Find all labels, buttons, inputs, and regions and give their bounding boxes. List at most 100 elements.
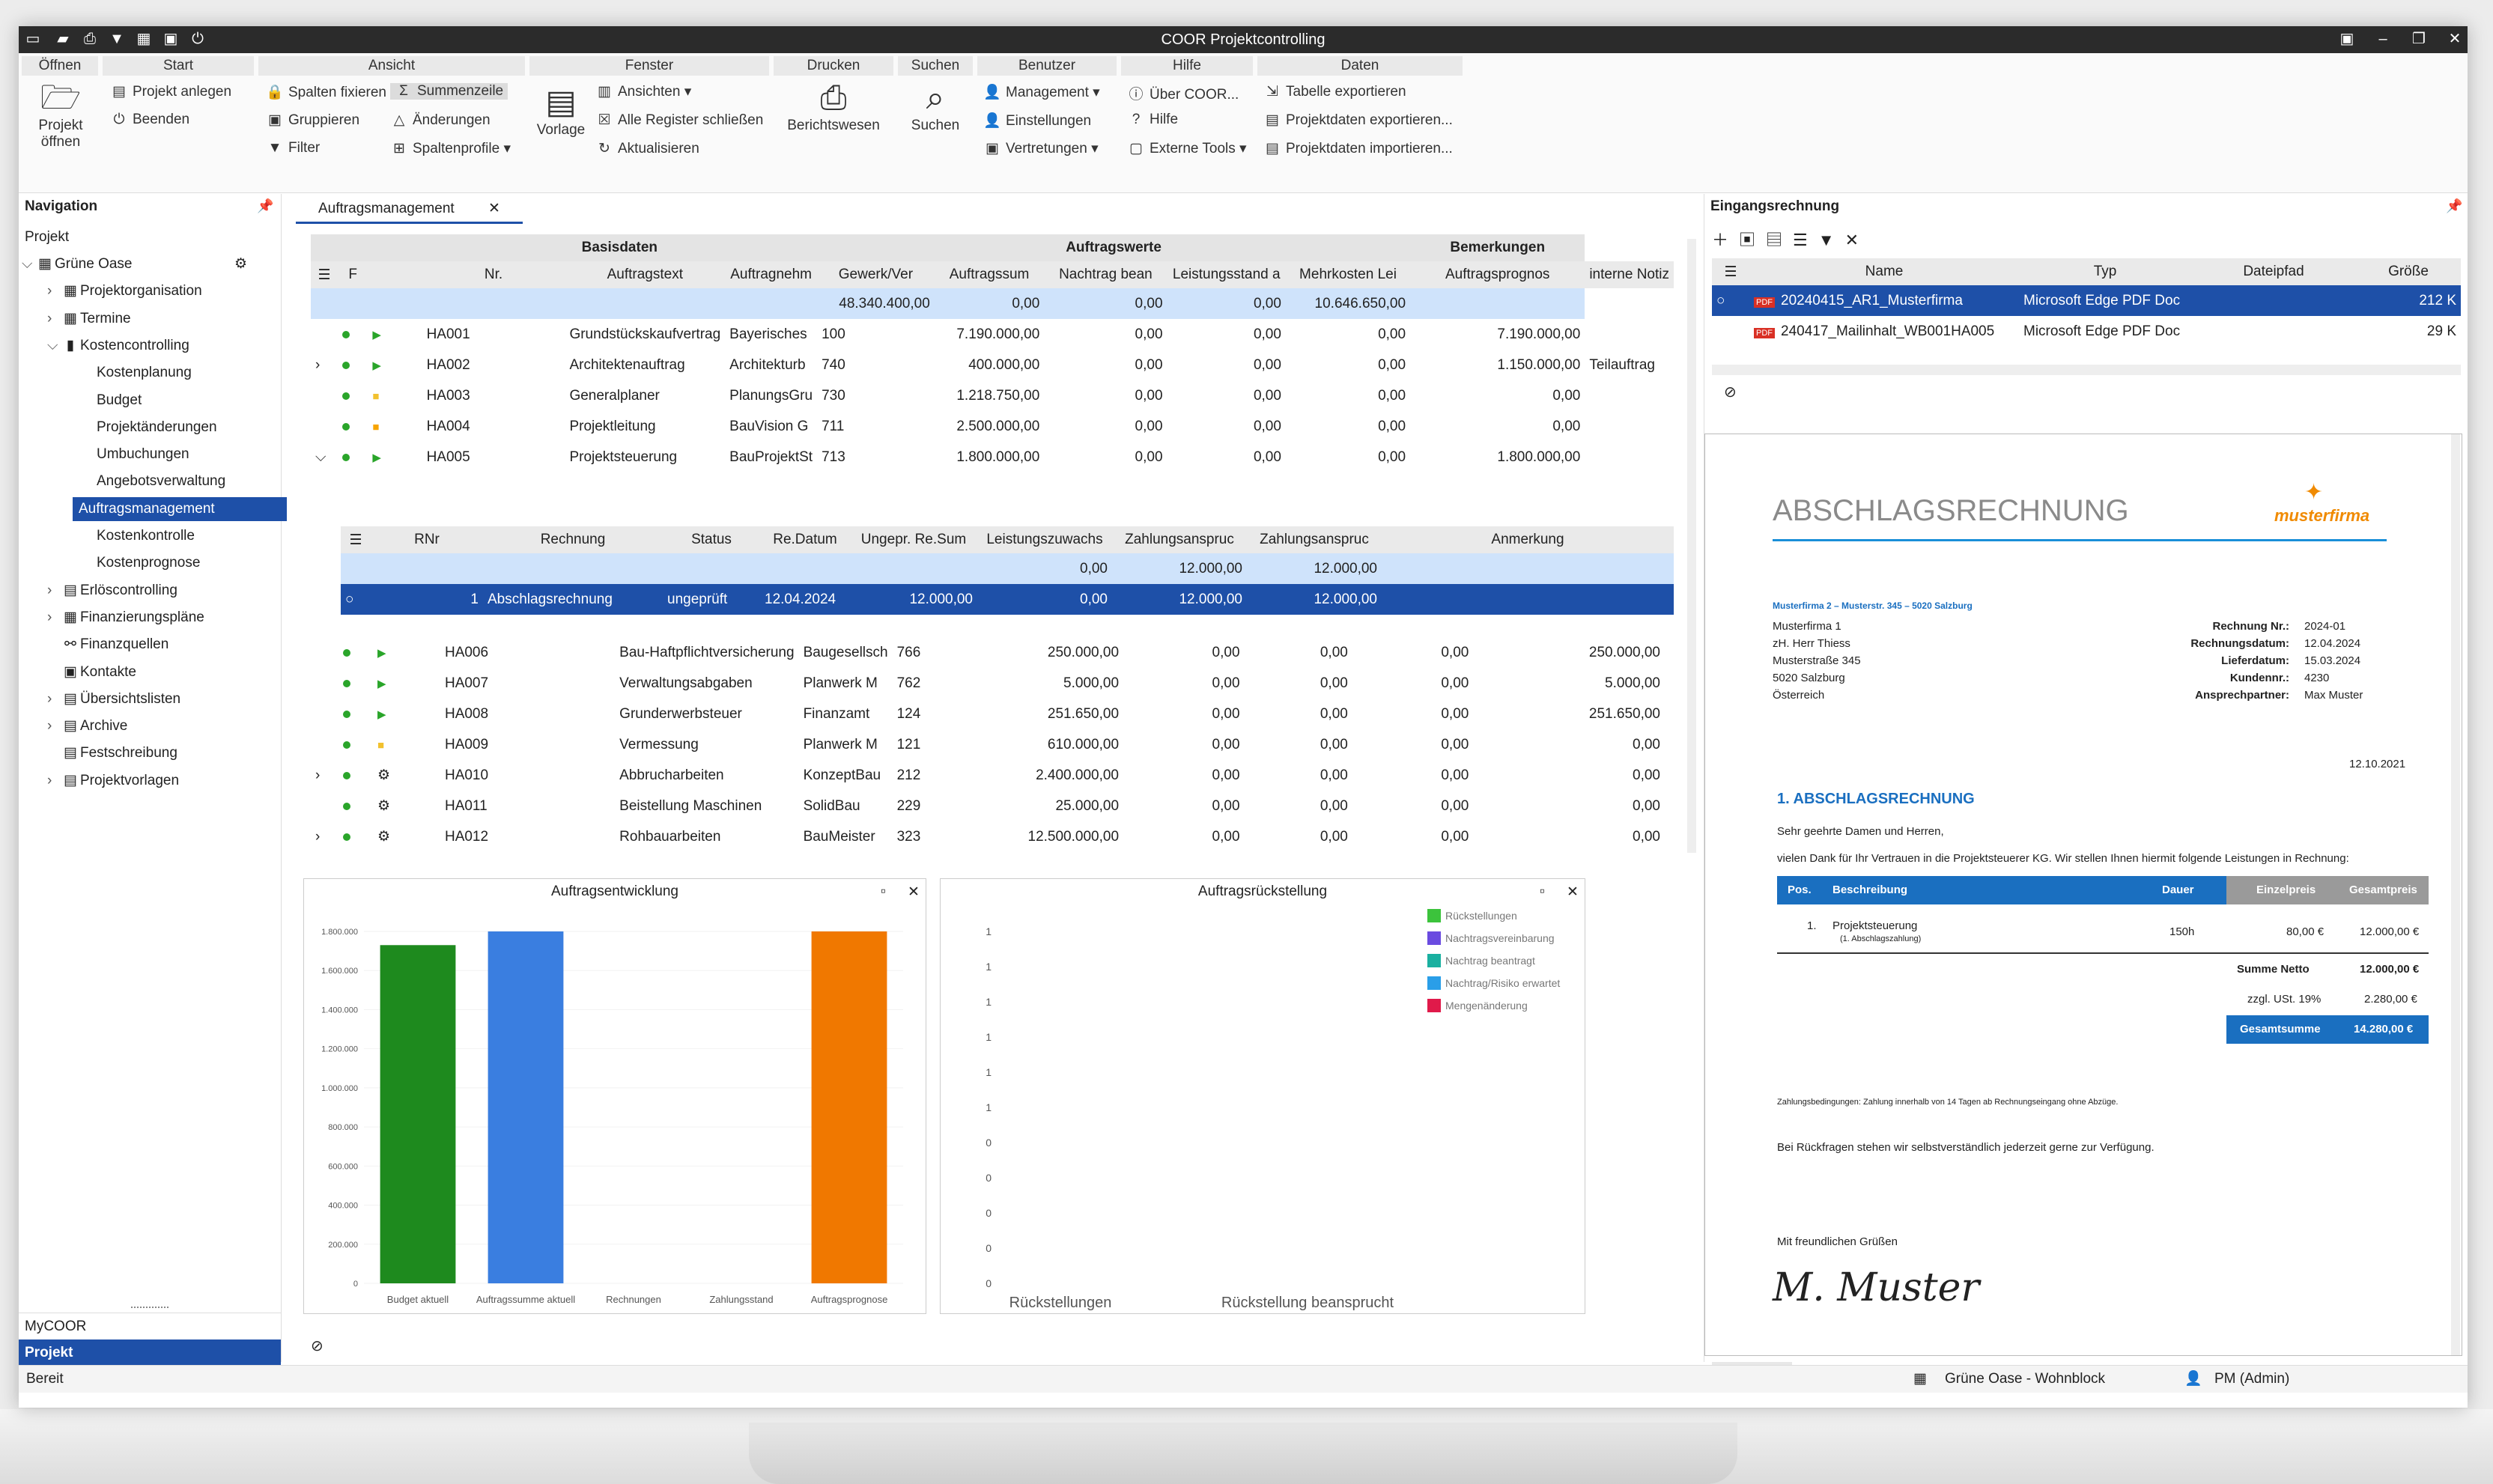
close-chart-icon[interactable]: ✕: [1567, 884, 1579, 900]
window-icon[interactable]: ▭: [25, 31, 40, 47]
table-row[interactable]: ▶ HA007 Verwaltungsabgaben Planwerk M 762 5.0…: [311, 668, 1674, 699]
table-row[interactable]: ▶ HA001 Grundstückskaufvertrag Bayerisches 1…: [311, 319, 1674, 350]
table-row[interactable]: ■ HA003 Generalplaner PlanungsGru 730 1.218.7…: [311, 380, 1674, 411]
pin-icon[interactable]: 📌: [257, 198, 274, 213]
maximize-chart-icon[interactable]: ▫: [1540, 884, 1545, 899]
refresh-button[interactable]: ↻ Aktualisieren: [595, 140, 699, 157]
tree-item[interactable]: › ▦ Projektorganisation: [47, 279, 202, 303]
tree-item[interactable]: › ▤ Projektvorlagen: [47, 769, 179, 793]
expand-icon[interactable]: ⌵: [22, 256, 33, 272]
column-header[interactable]: F: [338, 261, 368, 288]
import-project-button[interactable]: ▤ Projektdaten importieren...: [1263, 140, 1453, 157]
expand-icon[interactable]: [311, 668, 338, 699]
sub-column-header[interactable]: Leistungszuwachs: [977, 526, 1112, 553]
doc-scrollbar[interactable]: [2451, 434, 2460, 1355]
grid-icon[interactable]: ▦: [136, 31, 151, 47]
column-header[interactable]: Nachtrag bean: [1044, 261, 1167, 288]
reports-button[interactable]: ⎙ Berichtswesen: [777, 79, 890, 134]
copy-icon[interactable]: ▤: [1766, 231, 1794, 249]
expand-icon[interactable]: ⌵: [47, 337, 58, 353]
restore-panel-icon[interactable]: ▣: [2339, 31, 2354, 47]
filter-icon[interactable]: ▼: [109, 31, 124, 47]
fix-columns-button[interactable]: 🔒 Spalten fixieren: [266, 83, 386, 101]
tree-item[interactable]: ⚯ Finanzquellen: [47, 633, 168, 657]
tree-item[interactable]: Kostenkontrolle: [73, 524, 195, 548]
deputies-button[interactable]: ▣ Vertretungen ▾: [983, 140, 1099, 157]
column-header[interactable]: Auftragstext: [565, 261, 726, 288]
views-button[interactable]: ▥ Ansichten ▾: [595, 83, 691, 100]
close-icon[interactable]: ✕: [2448, 31, 2462, 47]
tree-item[interactable]: Angebotsverwaltung: [73, 469, 225, 493]
column-header[interactable]: Mehrkosten Lei: [1285, 261, 1411, 288]
column-header[interactable]: Auftragssum: [934, 261, 1045, 288]
gear-icon[interactable]: ⚙: [234, 256, 248, 272]
expand-icon[interactable]: ›: [47, 772, 52, 788]
external-tools-button[interactable]: ▢ Externe Tools ▾: [1127, 140, 1247, 157]
no-entry-icon[interactable]: ⊘: [311, 1338, 324, 1354]
table-row[interactable]: ▶ HA006 Bau-Haftpflichtversicherung Baugese…: [311, 637, 1674, 668]
expand-icon[interactable]: ›: [47, 690, 52, 707]
tree-item[interactable]: Projektänderungen: [73, 416, 217, 440]
management-button[interactable]: 👤 Management ▾: [983, 85, 1100, 100]
sub-column-header[interactable]: RNr: [371, 526, 483, 553]
menu-icon[interactable]: ☰: [1712, 258, 1749, 285]
file-column-header[interactable]: Typ: [2019, 258, 2191, 285]
column-header[interactable]: Auftragsprognos: [1410, 261, 1585, 288]
sub-column-header[interactable]: Zahlungsanspruc: [1247, 526, 1382, 553]
tree-item[interactable]: Umbuchungen: [73, 443, 189, 466]
file-select[interactable]: [1712, 316, 1749, 347]
expand-icon[interactable]: [311, 699, 338, 729]
splitter-handle[interactable]: [131, 1307, 168, 1308]
tree-item[interactable]: › ▦ Termine: [47, 307, 131, 331]
tree-item[interactable]: Kostenplanung: [73, 361, 192, 385]
tree-item[interactable]: › ▤ Übersichtslisten: [47, 687, 180, 711]
column-profiles-button[interactable]: ⊞ Spaltenprofile ▾: [390, 140, 511, 157]
tree-item[interactable]: ⌵ ▦ Grüne Oase ⚙: [22, 252, 247, 276]
minimize-icon[interactable]: –: [2378, 31, 2387, 47]
sub-column-header[interactable]: Re.Datum: [760, 526, 850, 553]
tree-item[interactable]: ⌵ ▮ Kostencontrolling: [47, 334, 189, 358]
file-column-header[interactable]: Größe: [2356, 258, 2461, 285]
file-column-header[interactable]: Name: [1749, 258, 2019, 285]
tree-item[interactable]: › ▦ Finanzierungspläne: [47, 606, 204, 630]
expand-icon[interactable]: [311, 319, 338, 350]
expand-icon[interactable]: ›: [315, 828, 321, 845]
settings-button[interactable]: 👤 Einstellungen: [983, 112, 1091, 130]
radio-icon[interactable]: ○: [341, 584, 371, 615]
file-column-header[interactable]: Dateipfad: [2191, 258, 2356, 285]
sub-column-header[interactable]: Rechnung: [483, 526, 663, 553]
tree-item[interactable]: Kostenprognose: [73, 551, 200, 575]
delete-icon[interactable]: ✕: [1844, 231, 1869, 249]
expand-icon[interactable]: ›: [315, 356, 321, 373]
expand-icon[interactable]: [311, 729, 338, 760]
card-icon[interactable]: ▣: [163, 31, 178, 47]
column-header[interactable]: Nr.: [422, 261, 565, 288]
open-folder-icon[interactable]: ▰: [57, 31, 69, 47]
expand-icon[interactable]: ›: [47, 283, 52, 299]
pin-icon[interactable]: 📌: [2446, 198, 2463, 213]
expand-icon[interactable]: ›: [315, 767, 321, 783]
no-entry-icon[interactable]: ⊘: [1724, 384, 1737, 401]
expand-icon[interactable]: [311, 411, 338, 442]
changes-button[interactable]: △ Änderungen: [390, 112, 491, 129]
filter-button[interactable]: ▼ Filter: [266, 140, 321, 156]
bar-4[interactable]: [811, 931, 887, 1283]
sum-row-button[interactable]: Σ Summenzeile: [390, 83, 508, 100]
group-button[interactable]: ▣ Gruppieren: [266, 112, 359, 129]
sub-column-header[interactable]: Zahlungsanspruc: [1112, 526, 1247, 553]
tree-item[interactable]: ▤ Festschreibung: [47, 741, 177, 765]
horizontal-scrollbar[interactable]: [1712, 365, 2461, 375]
menu-icon[interactable]: ☰: [341, 526, 371, 553]
add-icon[interactable]: ＋: [1712, 231, 1740, 249]
template-button[interactable]: ▤ Vorlage: [532, 83, 589, 139]
close-all-tabs-button[interactable]: ☒ Alle Register schließen: [595, 112, 763, 129]
table-row[interactable]: ⚙ HA011 Beistellung Maschinen SolidBau 229 25…: [311, 791, 1674, 821]
column-header[interactable]: interne Notiz: [1585, 261, 1674, 288]
power-icon[interactable]: ⏻: [192, 31, 204, 47]
column-header[interactable]: Gewerk/Ver: [817, 261, 935, 288]
table-row[interactable]: › ⚙ HA012 Rohbauarbeiten BauMeister 323 12.500…: [311, 821, 1674, 852]
expand-icon[interactable]: ›: [47, 582, 52, 598]
expand-icon[interactable]: [311, 791, 338, 821]
table-row[interactable]: › ▶ HA002 Architektenauftrag Architekturb 740…: [311, 350, 1674, 380]
file-select[interactable]: ○: [1712, 285, 1749, 316]
